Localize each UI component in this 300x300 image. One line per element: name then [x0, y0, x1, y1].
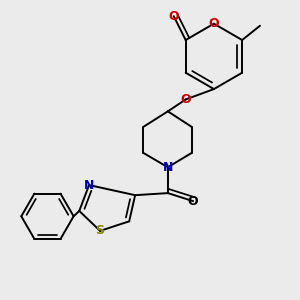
Text: S: S: [96, 224, 105, 237]
Text: O: O: [169, 10, 179, 23]
Text: O: O: [208, 17, 219, 30]
Text: O: O: [180, 93, 191, 106]
Text: N: N: [84, 178, 94, 192]
Text: O: O: [188, 195, 198, 208]
Text: N: N: [163, 161, 173, 174]
